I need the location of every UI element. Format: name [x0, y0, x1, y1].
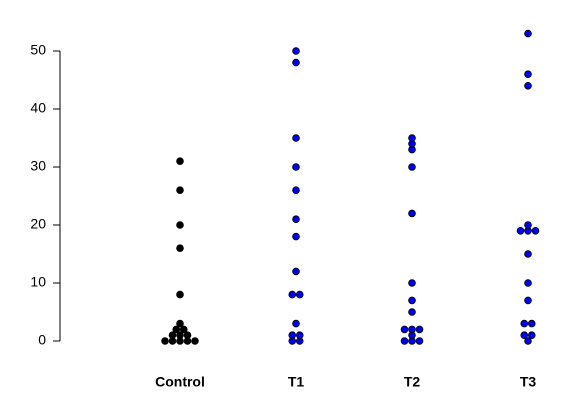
- x-tick-label: T1: [288, 374, 305, 390]
- point: [531, 227, 540, 235]
- point: [520, 331, 529, 340]
- point: [176, 319, 184, 328]
- point: [288, 290, 297, 299]
- point: [288, 331, 297, 340]
- point: [292, 47, 300, 55]
- y-tick-label: 30: [30, 158, 46, 174]
- point: [524, 82, 532, 90]
- point: [408, 163, 416, 171]
- x-tick-label: T2: [404, 374, 421, 390]
- point: [179, 325, 188, 334]
- point: [292, 58, 300, 67]
- point: [527, 319, 536, 328]
- point: [408, 209, 416, 218]
- point: [400, 325, 409, 334]
- point: [524, 337, 532, 345]
- point: [408, 279, 416, 287]
- point: [183, 331, 192, 340]
- point: [292, 267, 300, 276]
- point: [415, 325, 424, 334]
- point: [172, 325, 181, 334]
- point: [408, 325, 416, 334]
- point: [292, 232, 300, 241]
- point: [191, 337, 199, 345]
- point: [295, 290, 304, 299]
- point: [524, 279, 532, 287]
- point: [292, 215, 300, 224]
- point: [176, 244, 184, 253]
- point: [292, 186, 300, 195]
- point: [176, 186, 184, 195]
- point: [524, 296, 532, 305]
- point: [524, 70, 532, 78]
- x-tick-label: Control: [155, 374, 205, 390]
- point: [176, 221, 184, 229]
- point: [524, 250, 532, 258]
- point: [295, 331, 304, 340]
- point: [292, 134, 300, 142]
- point: [400, 337, 409, 345]
- point: [524, 221, 532, 229]
- y-tick-label: 10: [30, 274, 46, 290]
- point: [520, 319, 529, 328]
- point: [516, 227, 525, 235]
- y-tick-label: 20: [30, 216, 46, 232]
- point: [176, 157, 184, 166]
- point: [415, 337, 424, 345]
- point: [527, 331, 536, 340]
- point: [408, 296, 416, 305]
- point: [176, 331, 184, 340]
- point: [524, 29, 532, 38]
- point: [292, 319, 300, 328]
- y-tick-label: 50: [30, 42, 46, 58]
- point: [408, 134, 416, 142]
- point: [292, 163, 300, 171]
- x-tick-label: T3: [520, 374, 537, 390]
- point: [161, 337, 169, 345]
- point: [176, 290, 184, 299]
- y-tick-label: 40: [30, 100, 46, 116]
- point: [408, 308, 416, 316]
- point: [168, 331, 177, 340]
- y-tick-label: 0: [38, 332, 46, 348]
